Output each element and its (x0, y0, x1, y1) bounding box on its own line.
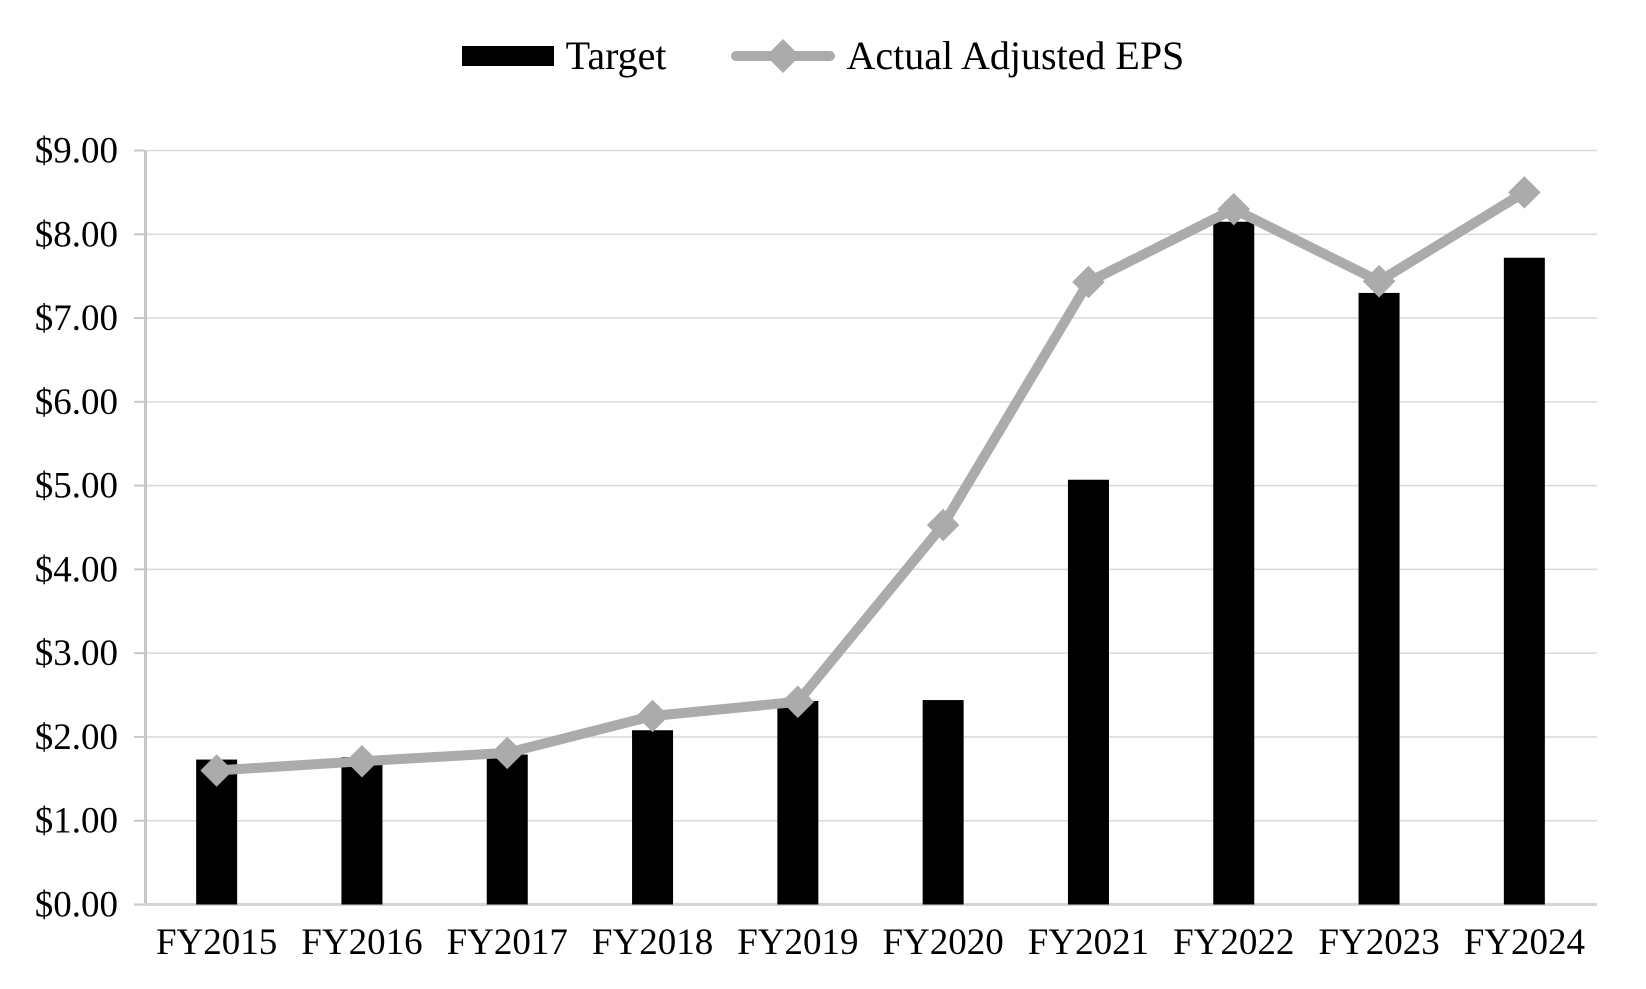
legend-label-actual-eps: Actual Adjusted EPS (846, 33, 1185, 78)
y-tick-label: $9.00 (35, 131, 118, 172)
actual-eps-marker-FY2022 (1217, 192, 1251, 226)
target-bar-FY2018 (632, 730, 674, 905)
target-bar-FY2021 (1067, 479, 1109, 905)
legend-label-target: Target (565, 33, 667, 78)
x-tick-label: FY2019 (737, 922, 858, 963)
actual-eps-marker-FY2019 (781, 685, 815, 719)
x-tick-label: FY2018 (592, 922, 713, 963)
legend-item-target: Target (461, 33, 667, 78)
actual-eps-line (211, 187, 1530, 776)
y-tick-label: $4.00 (35, 549, 118, 590)
actual-eps-marker-FY2015 (200, 754, 233, 787)
x-tick-label: FY2016 (301, 922, 422, 963)
x-tick-label: FY2020 (882, 922, 1003, 963)
x-tick-label: FY2024 (1464, 922, 1585, 963)
x-tick-label: FY2015 (156, 922, 277, 963)
y-tick-label: $5.00 (35, 466, 118, 507)
actual-eps-marker-FY2017 (490, 736, 524, 770)
y-tick-label: $2.00 (35, 717, 118, 758)
target-bar-FY2016 (341, 757, 383, 905)
actual-eps-marker-FY2023 (1362, 264, 1396, 298)
target-bar-FY2019 (777, 700, 819, 905)
actual-eps-marker-FY2021 (1072, 265, 1105, 299)
actual-eps-marker-FY2024 (1508, 176, 1541, 209)
target-bar-FY2017 (486, 754, 528, 905)
actual-eps-marker-FY2020 (926, 508, 960, 542)
y-tick-label: $8.00 (35, 214, 118, 255)
x-tick-label: FY2017 (447, 922, 568, 963)
y-tick-label: $3.00 (35, 633, 118, 674)
target-bar-swatch (461, 46, 554, 66)
x-tick-label: FY2022 (1173, 922, 1294, 963)
x-tick-label: FY2021 (1028, 922, 1149, 963)
target-bar-FY2020 (922, 700, 964, 905)
y-tick-label: $0.00 (35, 885, 118, 926)
y-tick-label: $6.00 (35, 382, 118, 423)
legend: Target Actual Adjusted EPS (0, 36, 1646, 76)
target-bar-FY2022 (1213, 221, 1255, 905)
target-bar-FY2024 (1503, 257, 1545, 905)
legend-item-actual-eps: Actual Adjusted EPS (730, 33, 1185, 78)
actual-eps-marker-FY2018 (636, 699, 669, 733)
target-bar-FY2023 (1358, 292, 1400, 905)
y-tick-label: $1.00 (35, 801, 118, 842)
y-tick-label: $7.00 (35, 298, 118, 339)
x-tick-label: FY2023 (1318, 922, 1439, 963)
actual-eps-line-swatch (730, 39, 835, 73)
actual-eps-marker-FY2016 (345, 744, 379, 778)
